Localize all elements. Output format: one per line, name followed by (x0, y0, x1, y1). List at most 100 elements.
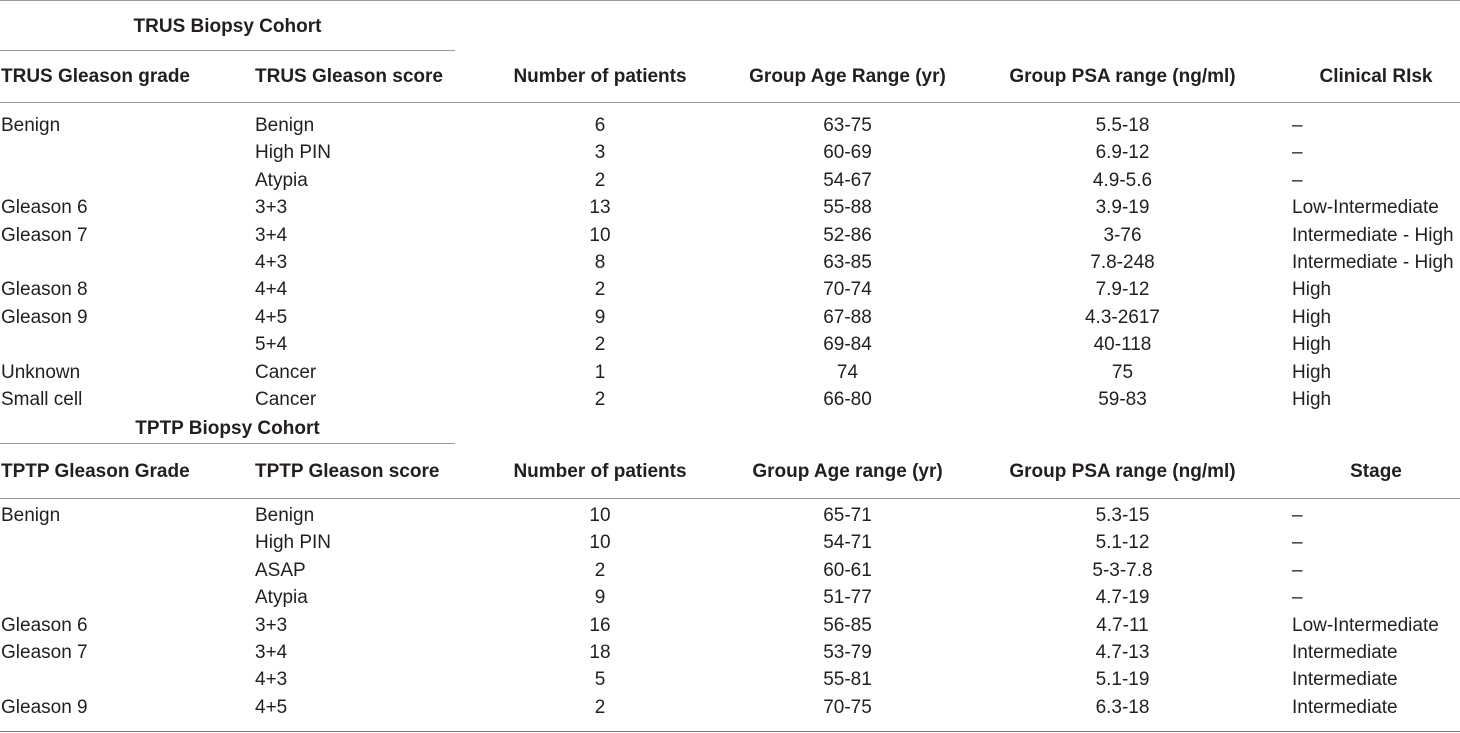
table-cell: 2 (594, 559, 606, 581)
table-cell: 4.3-2617 (1084, 306, 1160, 328)
table-cell: High (1292, 334, 1332, 356)
header-cell: TPTP Gleason Grade (1, 461, 190, 482)
table-row: Small cell Cancer 2 66-80 59-83 High (0, 386, 1460, 413)
table-cell: 3+3 (255, 614, 288, 636)
table-bottom-rule (0, 731, 1460, 732)
table-cell: 67-88 (823, 306, 872, 328)
table-row: Unknown Cancer 1 74 75 High (0, 359, 1460, 386)
table-cell: 52-86 (823, 224, 872, 246)
table-cell: 40-118 (1093, 334, 1152, 356)
table-cell: 1 (594, 361, 606, 383)
tptp-cohort-title: TPTP Biopsy Cohort (135, 418, 320, 439)
table-cell: High PIN (255, 142, 332, 164)
trus-cohort-title: TRUS Biopsy Cohort (133, 16, 322, 37)
table-cell: 3+4 (255, 224, 288, 246)
table-cell: High (1292, 389, 1332, 410)
table-cell: 60-61 (823, 559, 872, 581)
table-row: 5+4 2 69-84 40-118 High (0, 331, 1460, 358)
table-cell: 3+3 (255, 197, 288, 219)
table-cell: Small cell (1, 389, 83, 410)
table-cell: Intermediate (1292, 696, 1398, 718)
table-cell: 2 (594, 389, 606, 410)
table-row: High PIN 3 60-69 6.9-12 – (0, 139, 1460, 166)
table-cell: Benign (1, 115, 61, 136)
table-cell: 10 (589, 224, 611, 246)
table-cell: Benign (255, 115, 315, 136)
table-cell: 6 (594, 115, 606, 136)
table-cell: 16 (589, 614, 611, 636)
header-cell: Group Age Range (yr) (749, 66, 946, 87)
table-cell: 3 (594, 142, 606, 164)
table-cell: Atypia (255, 169, 308, 191)
table-cell: 2 (594, 334, 606, 356)
table-cell: High PIN (255, 532, 332, 554)
table-cell: Unknown (1, 361, 81, 383)
header-cell: Clinical RIsk (1319, 66, 1433, 87)
header-cell: Number of patients (513, 461, 687, 482)
table-cell: 6.9-12 (1095, 142, 1150, 164)
table-cell: 5.1-12 (1095, 532, 1150, 554)
table-cell: 75 (1111, 361, 1134, 383)
table-row: Gleason 8 4+4 2 70-74 7.9-12 High (0, 276, 1460, 303)
table-cell: 4+4 (255, 279, 288, 301)
table-cell: – (1292, 532, 1303, 554)
table-cell: Gleason 9 (1, 306, 88, 328)
table-cell: 5+4 (255, 334, 288, 356)
table-cell: Cancer (255, 361, 317, 383)
table-cell: 63-85 (823, 252, 872, 273)
table-cell: 56-85 (823, 614, 872, 636)
table-row: ASAP 2 60-61 5-3-7.8 – (0, 557, 1460, 584)
table-cell: Gleason 6 (1, 614, 88, 636)
table-row: Benign Benign 6 63-75 5.5-18 – (0, 112, 1460, 139)
table-cell: Low-Intermediate (1292, 614, 1439, 636)
table-cell: 3-76 (1103, 224, 1142, 246)
table-cell: Gleason 9 (1, 696, 88, 718)
table-cell: High (1292, 279, 1332, 301)
table-cell: 60-69 (823, 142, 872, 164)
table-cell: 63-75 (823, 115, 872, 136)
table-cell: 9 (594, 587, 606, 609)
table-row: Gleason 7 3+4 10 52-86 3-76 Intermediate - Hi… (0, 222, 1460, 249)
table-cell: 4.7-11 (1096, 614, 1149, 636)
table-row: Gleason 9 4+5 2 70-75 6.3-18 Intermediate (0, 694, 1460, 721)
table-row: High PIN 10 54-71 5.1-12 – (0, 529, 1460, 556)
table-cell: Benign (1, 505, 61, 526)
table-row: 4+3 8 63-85 7.8-248 Intermediate - High (0, 249, 1460, 276)
table-cell: 10 (589, 505, 611, 526)
table-top-rule (0, 0, 1460, 1)
table-cell: 5.3-15 (1095, 505, 1150, 526)
trus-cohort-rule (0, 50, 455, 51)
table-cell: 59-83 (1098, 389, 1147, 410)
table-cell: Gleason 6 (1, 197, 88, 219)
table-cell: High (1292, 361, 1332, 383)
table-cell: 74 (836, 361, 859, 383)
trus-header-rule (0, 102, 1460, 103)
table-cell: 4.7-19 (1095, 587, 1150, 609)
table-cell: 55-81 (823, 669, 872, 691)
table-cell: 51-77 (823, 587, 872, 609)
table-cell: 2 (594, 279, 606, 301)
table-cell: Low-Intermediate (1292, 197, 1439, 219)
table-row: Atypia 9 51-77 4.7-19 – (0, 584, 1460, 611)
table-cell: – (1292, 505, 1303, 526)
table-cell: 18 (589, 642, 611, 663)
tptp-header-row: TPTP Gleason Grade TPTP Gleason score Nu… (0, 458, 1460, 485)
table-cell: Intermediate (1292, 642, 1398, 663)
header-cell: Group PSA range (ng/ml) (1009, 66, 1236, 87)
table-cell: Intermediate - High (1292, 252, 1454, 273)
table-cell: – (1292, 587, 1303, 609)
table-cell: 6.3-18 (1095, 696, 1150, 718)
table-cell: – (1292, 559, 1303, 581)
table-cell: 2 (594, 169, 606, 191)
table-cell: 55-88 (823, 197, 872, 219)
table-row: Gleason 7 3+4 18 53-79 4.7-13 Intermediate (0, 639, 1460, 666)
table-row: Gleason 9 4+5 9 67-88 4.3-2617 High (0, 304, 1460, 331)
header-cell: Number of patients (513, 66, 687, 87)
table-cell: 9 (594, 306, 606, 328)
table-cell: 70-74 (823, 279, 872, 301)
table-cell: 2 (594, 696, 606, 718)
table-cell: – (1292, 115, 1303, 136)
table-cell: High (1292, 306, 1332, 328)
table-cell: ASAP (255, 559, 306, 581)
table-cell: 13 (589, 197, 611, 219)
